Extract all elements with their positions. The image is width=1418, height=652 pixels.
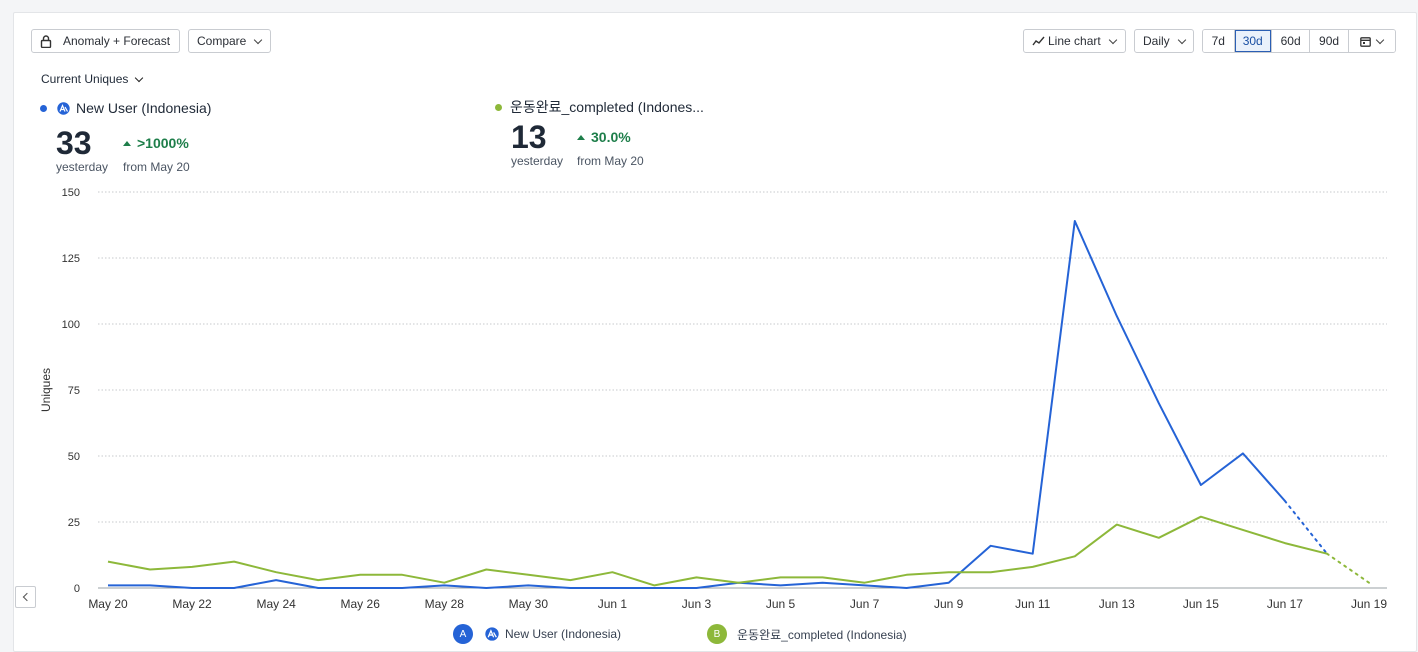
series-line-b <box>107 515 1328 587</box>
legend-item-a[interactable]: A New User (Indonesia) <box>453 624 621 644</box>
y-tick-label: 150 <box>62 187 80 199</box>
range-7d[interactable]: 7d <box>1203 30 1235 52</box>
legend: A New User (Indonesia) B 운동완료_completed … <box>453 624 973 644</box>
metric-b-change: 30.0% <box>577 129 631 145</box>
x-tick-label: Jun 3 <box>682 597 712 611</box>
legend-badge-b: B <box>707 624 727 644</box>
calendar-icon <box>1360 36 1372 47</box>
interval-dropdown[interactable]: Daily <box>1134 29 1194 53</box>
legend-label-b: 운동완료_completed (Indonesia) <box>737 627 907 642</box>
x-tick-label: Jun 17 <box>1267 597 1303 611</box>
metric-b-label: 운동완료_completed (Indones... <box>510 99 704 115</box>
y-axis-label: Uniques <box>39 368 53 412</box>
chart-type-label: Line chart <box>1048 34 1101 48</box>
compare-dropdown[interactable]: Compare <box>188 29 271 53</box>
metric-a-change-value: >1000% <box>137 135 189 151</box>
y-tick-label: 100 <box>62 319 80 331</box>
range-90d[interactable]: 90d <box>1310 30 1349 52</box>
lock-icon <box>40 34 52 48</box>
x-tick-label: Jun 19 <box>1351 597 1387 611</box>
legend-label-a: New User (Indonesia) <box>505 627 622 641</box>
x-tick-label: Jun 9 <box>934 597 964 611</box>
anomaly-forecast-label: Anomaly + Forecast <box>63 34 171 48</box>
y-axis: 0 25 50 75 100 125 150 <box>62 187 80 595</box>
series-a-dot <box>40 104 47 112</box>
metric-b-name: 운동완료_completed (Indones... <box>495 97 704 117</box>
x-tick-label: May 28 <box>425 597 465 611</box>
x-tick-label: May 20 <box>88 597 128 611</box>
metric-a-caption: yesterday <box>56 160 109 174</box>
measure-dropdown[interactable]: Current Uniques <box>41 72 144 86</box>
chart-panel <box>13 12 1417 652</box>
compare-label: Compare <box>197 34 247 48</box>
y-tick-label: 25 <box>68 517 80 529</box>
y-tick-label: 125 <box>62 253 80 265</box>
x-tick-label: May 30 <box>509 597 549 611</box>
metric-a-change-caption: from May 20 <box>123 160 190 174</box>
x-tick-label: Jun 5 <box>766 597 796 611</box>
range-selector: 7d 30d 60d 90d <box>1202 29 1396 53</box>
line-chart-icon <box>1032 36 1045 46</box>
series-line-a <box>108 220 1286 589</box>
metric-b-value: 13 <box>511 119 547 155</box>
x-tick-label: Jun 1 <box>598 597 628 611</box>
chevron-left-icon <box>22 592 32 602</box>
forecast-line-a <box>1283 499 1328 555</box>
anomaly-forecast-button[interactable]: Anomaly + Forecast <box>31 29 180 53</box>
metric-a-name: New User (Indonesia) <box>40 100 211 116</box>
x-tick-label: Jun 13 <box>1099 597 1135 611</box>
range-60d[interactable]: 60d <box>1271 30 1311 52</box>
user-group-icon <box>57 101 70 115</box>
series-lines <box>107 220 1370 589</box>
metric-b-change-caption: from May 20 <box>577 154 644 168</box>
date-picker-button[interactable] <box>1348 30 1395 52</box>
chart-type-dropdown[interactable]: Line chart <box>1023 29 1126 53</box>
y-tick-label: 50 <box>68 451 80 463</box>
metric-b-change-value: 30.0% <box>591 129 631 145</box>
x-axis: May 20 May 22 May 24 May 26 May 28 May 30 Jun … <box>88 597 1387 611</box>
x-tick-label: May 26 <box>341 597 381 611</box>
x-tick-label: Jun 15 <box>1183 597 1219 611</box>
interval-label: Daily <box>1143 34 1170 48</box>
x-tick-label: May 22 <box>172 597 212 611</box>
metric-b-caption: yesterday <box>511 154 564 168</box>
arrow-up-icon <box>577 134 585 140</box>
scroll-left-button[interactable] <box>15 586 36 608</box>
y-tick-label: 0 <box>74 583 80 595</box>
legend-item-b[interactable]: B 운동완료_completed (Indonesia) <box>707 624 907 644</box>
x-tick-label: May 24 <box>256 597 296 611</box>
forecast-line-b <box>1326 552 1370 584</box>
x-tick-label: Jun 7 <box>850 597 880 611</box>
metric-a-label: New User (Indonesia) <box>76 100 212 116</box>
metric-a-change: >1000% <box>123 135 189 151</box>
range-30d[interactable]: 30d <box>1234 30 1272 52</box>
x-tick-label: Jun 11 <box>1015 597 1050 611</box>
legend-badge-a: A <box>453 624 473 644</box>
user-group-icon <box>485 627 499 641</box>
measure-label: Current Uniques <box>41 72 129 86</box>
grid-lines <box>98 191 1387 589</box>
series-b-dot <box>495 103 502 111</box>
arrow-up-icon <box>123 140 131 146</box>
metric-a-value: 33 <box>56 125 92 161</box>
y-tick-label: 75 <box>68 385 80 397</box>
